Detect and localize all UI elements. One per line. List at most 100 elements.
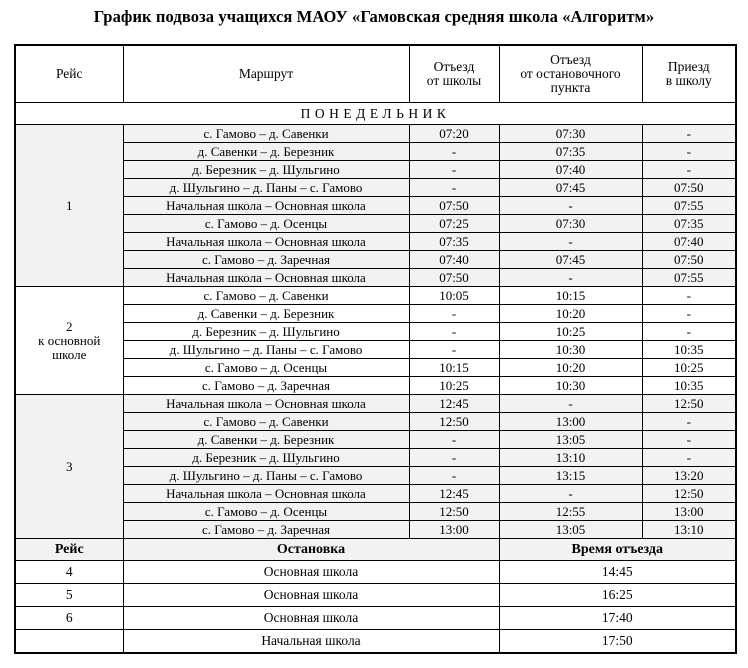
- departure-from-stop-cell: 07:45: [498, 250, 643, 269]
- departure-from-stop-cell: 10:30: [498, 376, 643, 395]
- route-cell: с. Гамово – д. Заречная: [122, 376, 410, 395]
- table-row: д. Шульгино – д. Паны – с. Гамово -10:30 1…: [15, 340, 737, 359]
- departure-from-stop-cell: 12:55: [498, 502, 643, 521]
- departure-from-school-cell: 12:50: [408, 412, 500, 431]
- column-header-reis: Рейс: [14, 44, 124, 103]
- departure-from-stop-cell: 10:15: [498, 286, 643, 305]
- route-cell: с. Гамово – д. Савенки: [122, 124, 410, 143]
- departure-from-school-cell: 13:00: [408, 520, 500, 539]
- bottom-schedule-table: Рейс Остановка Время отъезда 4 Основная школ…: [14, 539, 737, 654]
- table-row: д. Березник – д. Шульгино -13:10-: [15, 448, 737, 467]
- route-cell: д. Савенки – д. Березник: [122, 142, 410, 161]
- arrival-cell: 10:25: [641, 358, 737, 377]
- arrival-at-school-line1: Приезд: [667, 59, 710, 74]
- route-cell: д. Савенки – д. Березник: [122, 304, 410, 323]
- day-separator-row: ПОНЕДЕЛЬНИК: [14, 102, 737, 125]
- route-number-cell: 3: [14, 394, 124, 539]
- departure-from-school-line2: от школы: [426, 73, 482, 88]
- departure-from-school-cell: 12:50: [408, 502, 500, 521]
- schedule-tables-container: Рейс Маршрут Отъезд от школы Отъезд от о…: [14, 44, 737, 654]
- arrival-cell: 07:50: [641, 250, 737, 269]
- bottom-stop-cell: Основная школа: [122, 560, 500, 584]
- table-row: с. Гамово – д. Заречная 07:40 07:45 07:50: [15, 250, 737, 269]
- route-cell: с. Гамово – д. Заречная: [122, 250, 410, 269]
- column-header-departure-from-school: Отъезд от школы: [408, 44, 500, 103]
- route-cell: д. Шульгино – д. Паны – с. Гамово: [122, 340, 410, 359]
- departure-from-stop-cell: 10:25: [498, 322, 643, 341]
- departure-from-stop-line1: Отъезд: [550, 52, 591, 67]
- table-row: с. Гамово – д. Осенцы 10:15 10:20 10:25: [15, 358, 737, 377]
- table-row: с. Гамово – д. Осенцы 07:25 07:30 07:35: [15, 214, 737, 233]
- table-row: д. Шульгино – д. Паны – с. Гамово -13:15 1…: [15, 466, 737, 485]
- departure-from-school-cell: 07:50: [408, 196, 500, 215]
- departure-from-stop-cell: 07:30: [498, 124, 643, 143]
- bottom-table-row: 4 Основная школа 14:45: [14, 560, 737, 584]
- arrival-cell: -: [641, 142, 737, 161]
- route-number-line2: к основной: [38, 332, 101, 348]
- arrival-cell: -: [641, 412, 737, 431]
- arrival-cell: 13:00: [641, 502, 737, 521]
- departure-from-stop-cell: -: [498, 268, 643, 287]
- page-title: График подвоза учащихся МАОУ «Гамовская …: [93, 7, 655, 26]
- route-cell: с. Гамово – д. Осенцы: [122, 214, 410, 233]
- bottom-stop-cell: Основная школа: [122, 606, 500, 630]
- bottom-time-cell: 17:40: [498, 606, 737, 630]
- day-label: ПОНЕДЕЛЬНИК: [14, 102, 737, 125]
- route-cell: с. Гамово – д. Осенцы: [122, 358, 410, 377]
- main-schedule-table: Рейс Маршрут Отъезд от школы Отъезд от о…: [14, 44, 737, 539]
- table-row: д. Савенки – д. Березник -07:35-: [15, 142, 737, 161]
- arrival-cell: -: [641, 304, 737, 323]
- arrival-cell: 12:50: [641, 394, 737, 413]
- bottom-table-row: 5 Основная школа 16:25: [14, 583, 737, 607]
- table-row: д. Шульгино – д. Паны – с. Гамово -07:45 0…: [15, 178, 737, 197]
- route-cell: д. Шульгино – д. Паны – с. Гамово: [122, 466, 410, 485]
- bottom-stop-cell: Основная школа: [122, 583, 500, 607]
- departure-from-stop-cell: -: [498, 196, 643, 215]
- column-header-arrival-at-school: Приезд в школу: [641, 44, 737, 103]
- departure-from-school-cell: -: [408, 340, 500, 359]
- main-table-body: Рейс Маршрут Отъезд от школы Отъезд от о…: [14, 44, 737, 539]
- route-cell: с. Гамово – д. Савенки: [122, 412, 410, 431]
- arrival-cell: 07:35: [641, 214, 737, 233]
- arrival-cell: 07:55: [641, 196, 737, 215]
- arrival-cell: 07:55: [641, 268, 737, 287]
- departure-from-stop-cell: -: [498, 484, 643, 503]
- departure-from-school-line1: Отъезд: [433, 59, 475, 74]
- bottom-column-header-time: Время отъезда: [498, 539, 737, 561]
- route-cell: Начальная школа – Основная школа: [122, 196, 410, 215]
- bottom-table-row: 6 Основная школа 17:40: [14, 606, 737, 630]
- route-cell: д. Березник – д. Шульгино: [122, 322, 410, 341]
- arrival-cell: -: [641, 160, 737, 179]
- table-row: 3 Начальная школа – Основная школа 12:45-1…: [14, 394, 737, 539]
- departure-from-school-cell: 07:35: [408, 232, 500, 251]
- departure-from-stop-line3: пункта: [550, 80, 591, 95]
- arrival-cell: 13:20: [641, 466, 737, 485]
- arrival-cell: -: [641, 322, 737, 341]
- route-cell: с. Гамово – д. Осенцы: [122, 502, 410, 521]
- table-row: с. Гамово – д. Заречная 10:25 10:30 10:35: [15, 376, 737, 395]
- departure-from-stop-cell: 13:15: [498, 466, 643, 485]
- arrival-cell: 10:35: [641, 376, 737, 395]
- bottom-time-cell: 16:25: [498, 583, 737, 607]
- table-row: Начальная школа – Основная школа 12:45-12…: [15, 484, 737, 503]
- table-header-row: Рейс Маршрут Отъезд от школы Отъезд от о…: [14, 44, 737, 103]
- route-cell: с. Гамово – д. Савенки: [122, 286, 410, 305]
- bottom-route-number-cell: 5: [14, 583, 124, 607]
- departure-from-stop-cell: 10:30: [498, 340, 643, 359]
- route-number-line3: школе: [52, 346, 87, 362]
- table-row: с. Гамово – д. Савенки 12:50 13:00-: [15, 412, 737, 431]
- bottom-table-header-row: Рейс Остановка Время отъезда: [14, 539, 737, 561]
- departure-from-school-cell: -: [408, 448, 500, 467]
- bottom-table-row: Начальная школа 17:50: [14, 629, 737, 654]
- table-row: Начальная школа – Основная школа 07:35-07…: [15, 232, 737, 251]
- route-cell: с. Гамово – д. Заречная: [122, 520, 410, 539]
- departure-from-school-cell: -: [408, 304, 500, 323]
- departure-from-school-cell: -: [408, 466, 500, 485]
- departure-from-school-cell: 07:40: [408, 250, 500, 269]
- table-row: с. Гамово – д. Осенцы 12:50 12:55 13:00: [15, 502, 737, 521]
- route-cell: Начальная школа – Основная школа: [122, 232, 410, 251]
- departure-from-school-cell: -: [408, 430, 500, 449]
- departure-from-school-cell: 07:50: [408, 268, 500, 287]
